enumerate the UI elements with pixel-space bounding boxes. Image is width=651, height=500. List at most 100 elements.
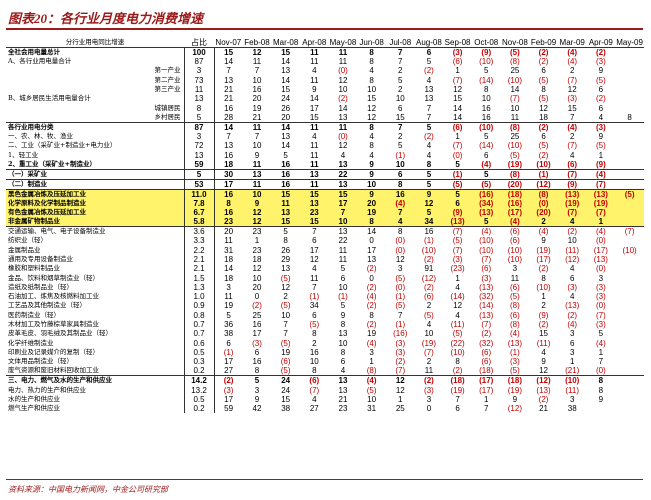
value-cell — [615, 47, 644, 57]
value-cell: 8 — [426, 159, 432, 169]
value-cell: 5 — [484, 66, 489, 76]
value-cell: 7 — [569, 112, 575, 122]
value-cell: (10) — [622, 245, 637, 255]
value-cell: (2) — [538, 320, 549, 330]
value-cell: 4 — [541, 347, 546, 357]
value-cell: (5) — [510, 150, 520, 160]
share-cell: 0.3 — [183, 357, 215, 367]
month-header: Nov-07 — [214, 38, 243, 48]
share-cell: 73 — [183, 75, 215, 85]
table-row: 纺织业（轻） 3.3 11 1 8 6 22 0 (0) (1) (5) (10) (6) 9 10 (0) — [6, 236, 644, 246]
month-header: Nov-08 — [500, 38, 530, 48]
value-cell — [615, 385, 644, 394]
value-cell: 12 — [338, 141, 348, 151]
value-cell: 7 — [254, 66, 260, 76]
table-row: 交通运输、电气、电子设备制造业 3.6 20 23 5 7 13 14 8 16 (7) (4) (6)… — [6, 226, 644, 237]
value-cell: (10) — [536, 282, 551, 292]
value-cell: 17 — [224, 394, 234, 404]
value-cell: 11 — [299, 47, 329, 57]
value-cell — [615, 141, 644, 150]
value-cell: (6) — [481, 347, 492, 357]
value-cell: (10) — [507, 75, 522, 85]
value-cell: (7) — [586, 207, 616, 218]
value-cell: (13) — [479, 282, 494, 292]
value-cell — [615, 198, 644, 208]
value-cell: (4) — [366, 338, 377, 348]
value-cell: (4) — [557, 121, 587, 132]
value-cell: 2 — [529, 217, 558, 227]
value-cell: 9 — [512, 394, 518, 404]
value-cell: 8 — [385, 178, 415, 190]
value-cell: 10 — [395, 159, 405, 169]
value-cell: (2) — [452, 366, 463, 376]
value-cell: (0) — [452, 150, 463, 160]
value-cell: 1 — [598, 150, 604, 160]
value-cell: (3) — [586, 121, 616, 132]
value-cell: (32) — [479, 338, 494, 348]
value-cell: (2) — [366, 264, 377, 274]
value-cell: (16) — [471, 188, 501, 199]
value-cell: 13 — [328, 375, 358, 386]
value-cell: (7) — [309, 385, 320, 395]
value-cell: (13) — [479, 310, 494, 320]
table-row: A、各行业用电量合计 87 14 11 14 11 11 8 7 5 (6) (10) (8) (2) (4… — [6, 57, 644, 67]
value-cell: 7 — [385, 47, 415, 57]
value-cell: 1 — [455, 273, 460, 283]
value-cell: 19 — [367, 329, 377, 339]
value-cell — [615, 320, 644, 329]
value-cell: 7 — [226, 131, 231, 141]
value-cell: 21 — [224, 94, 234, 104]
value-cell: (3) — [395, 347, 406, 357]
row-label: A、各行业用电量合计 — [8, 57, 72, 66]
value-cell: 9 — [598, 66, 604, 76]
value-cell: 8 — [283, 236, 288, 246]
value-cell: (2) — [214, 375, 243, 386]
value-cell: 4 — [340, 150, 346, 160]
value-cell: 10 — [252, 141, 262, 151]
value-cell: (9) — [557, 178, 587, 190]
value-cell: (23) — [450, 264, 465, 274]
value-cell: 15 — [453, 94, 463, 104]
value-cell: (3) — [223, 385, 234, 395]
value-cell: (18) — [500, 375, 530, 386]
month-header: Jun-08 — [357, 38, 386, 48]
value-cell — [587, 404, 616, 413]
row-label: 交通运输、电气、电子设备制造业 — [6, 226, 184, 237]
value-cell: 4 — [369, 150, 374, 160]
value-cell: (7) — [615, 226, 644, 237]
value-cell: (12) — [565, 255, 580, 264]
value-cell: 38 — [281, 404, 291, 414]
value-cell: 3 — [569, 394, 575, 404]
table-row: 一、农、林、牧、渔业 3 7 7 13 4 (0) 4 2 (2) 1 5 25 6 2 9 — [6, 131, 644, 142]
share-cell: 3 — [183, 131, 215, 142]
value-cell: (10) — [471, 121, 501, 132]
value-cell: (13) — [471, 207, 501, 218]
value-cell: 12 — [367, 103, 377, 113]
value-cell: 59 — [224, 404, 234, 414]
value-cell: (19) — [536, 245, 551, 255]
value-cell: 18 — [224, 159, 234, 169]
value-cell: (2) — [424, 131, 434, 141]
value-cell: (7) — [481, 255, 492, 264]
value-cell: (7) — [557, 168, 587, 180]
value-cell: 18 — [539, 112, 548, 122]
value-cell: 10 — [367, 85, 377, 95]
value-cell: (0) — [338, 131, 348, 141]
value-cell: 1 — [369, 357, 374, 367]
value-cell: (3) — [252, 338, 262, 348]
table-row: 第二产业 73 13 10 14 11 12 8 5 4 (7) (14) (10) (5) (7) (5) — [6, 75, 644, 85]
data-table-container: 分行业用电同比增速 占比 Nov-07 Feb-08 Mar-08 Apr-08 May… — [6, 38, 644, 414]
value-cell: 8 — [254, 366, 260, 376]
value-cell: 4 — [569, 264, 575, 274]
value-cell: 6 — [569, 273, 575, 283]
share-cell: 72 — [183, 141, 215, 151]
value-cell: 8 — [357, 121, 386, 132]
value-cell: (1) — [424, 236, 434, 246]
value-cell: (10) — [421, 245, 437, 255]
value-cell: 19 — [252, 103, 262, 113]
value-cell: (0) — [595, 264, 606, 274]
value-cell: 13 — [338, 159, 348, 169]
value-cell: 13 — [328, 226, 358, 237]
value-cell: (17) — [471, 375, 501, 386]
value-cell: 11 — [310, 141, 319, 151]
